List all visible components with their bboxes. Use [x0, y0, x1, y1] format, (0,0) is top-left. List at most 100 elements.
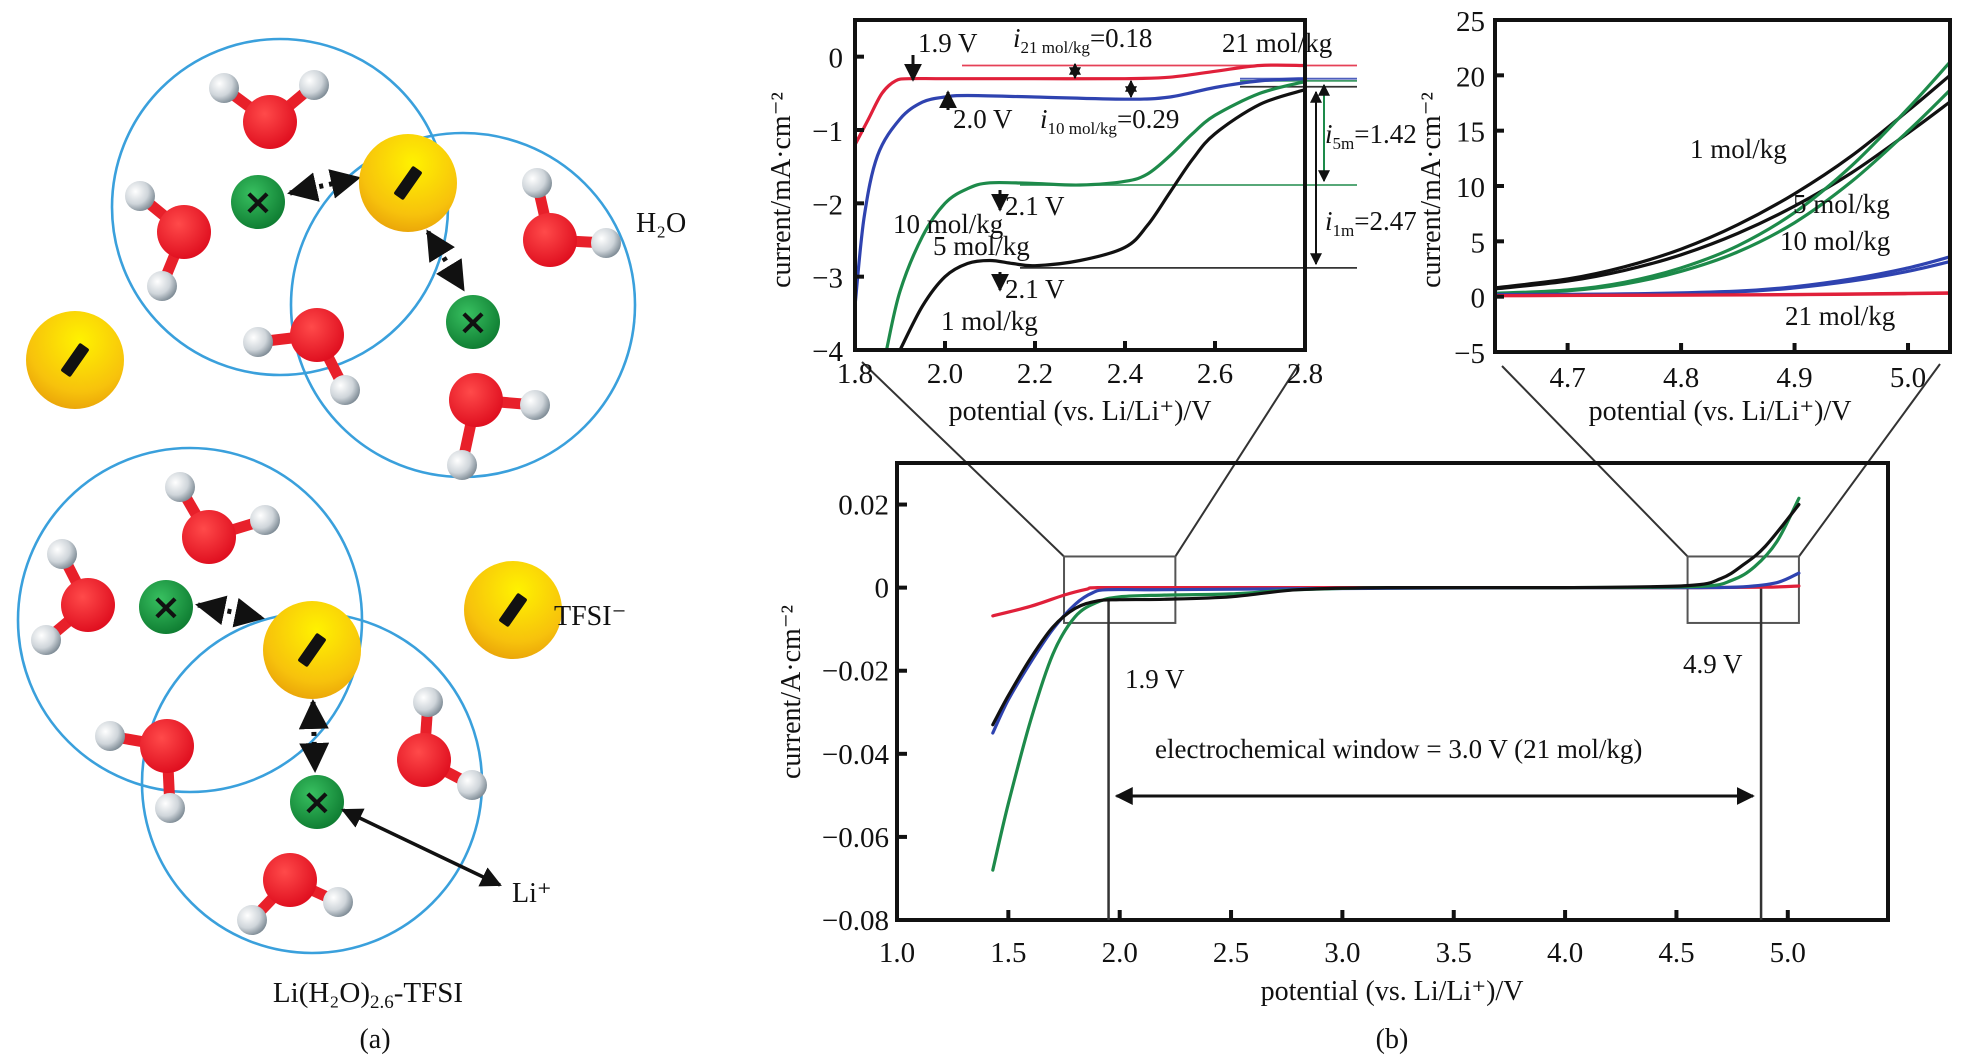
water-molecule-2	[125, 181, 211, 301]
onset-label: 2.1 V	[1005, 274, 1065, 304]
hydrogen-atom	[330, 375, 360, 405]
inset-low-series-1-molkg	[898, 88, 1307, 352]
right-limit-label: 4.9 V	[1683, 649, 1743, 679]
tfsi-anion-1	[359, 134, 457, 232]
series-5-molkg	[991, 496, 1801, 872]
oxygen-atom	[263, 853, 317, 907]
hydrogen-atom	[209, 73, 239, 103]
oxygen-atom	[449, 373, 503, 427]
y-axis-title: current/mA·cm⁻²	[766, 92, 797, 288]
current-subscript: 1m	[1333, 221, 1355, 240]
interaction-arrow-1	[287, 169, 361, 202]
water-molecule-3	[243, 308, 360, 405]
current-symbol: i	[1325, 119, 1333, 149]
x-tick-label: 5.0	[1770, 937, 1806, 969]
x-tick-label: 4.5	[1658, 937, 1694, 969]
current-value: =2.47	[1354, 206, 1416, 236]
zoom-connector	[861, 361, 1065, 558]
x-tick-label: 4.0	[1547, 937, 1583, 969]
panel-a-caption: Li(H₂O)2.6-TFSI	[273, 977, 463, 1013]
li-label: Li⁺	[512, 878, 552, 909]
oxygen-atom	[140, 719, 194, 773]
x-tick-label: 3.5	[1436, 937, 1472, 969]
y-tick-label: 0	[829, 43, 844, 75]
panel-a-label: (a)	[359, 1024, 390, 1055]
y-tick-label: 0	[875, 573, 890, 605]
series-label-1: 1 mol/kg	[941, 306, 1038, 336]
x-tick-label: 1.8	[837, 358, 873, 390]
y-tick-label: −0.06	[822, 822, 889, 854]
tfsi-anion-3	[263, 601, 361, 699]
oxygen-atom	[182, 510, 236, 564]
inset-low-series-5-molkg	[884, 80, 1307, 352]
minus-sign-icon	[61, 343, 89, 377]
tfsi-label: TFSI⁻	[554, 601, 626, 632]
tfsi-anion-4	[464, 561, 562, 659]
y-tick-label: 5	[1471, 227, 1486, 259]
x-tick-label: 2.4	[1107, 358, 1144, 390]
series-label-1: 1 mol/kg	[1690, 134, 1787, 164]
current-subscript: 21 mol/kg	[1021, 38, 1091, 57]
inset-low-series-10-molkg	[853, 77, 1307, 308]
y-tick-label: −4	[812, 336, 843, 368]
x-tick-label: 2.0	[927, 358, 963, 390]
zoom-connector	[1798, 363, 1941, 558]
x-tick-label: 4.8	[1663, 362, 1699, 394]
plus-sign-icon: ×	[458, 302, 488, 343]
y-tick-label: 0	[1471, 283, 1486, 315]
water-molecule-6	[165, 472, 280, 564]
oxygen-atom	[157, 205, 211, 259]
minus-sign-icon	[298, 633, 326, 667]
minus-sign-icon	[394, 166, 422, 200]
y-tick-label: −0.08	[822, 905, 889, 937]
y-tick-label: −1	[812, 116, 843, 148]
hydrogen-atom	[95, 721, 125, 751]
hydrogen-atom	[323, 887, 353, 917]
tfsi-anion-2	[26, 311, 124, 409]
x-axis-title: potential (vs. Li/Li⁺)/V	[1261, 976, 1524, 1007]
oxygen-atom	[523, 213, 577, 267]
inset-cathodic-chart: 0 −1 −2 −3 −41.8 2.0 2.2 2.4 2.6 2.8 potential (vs…	[766, 18, 1417, 427]
lithium-sphere	[231, 175, 285, 229]
inset-low-series-21-molkg	[853, 63, 1307, 147]
lithium-sphere	[446, 295, 500, 349]
hydrogen-atom	[522, 168, 552, 198]
oxygen-atom	[290, 308, 344, 362]
lithium-ion-1: ×	[231, 175, 285, 229]
current-value: =0.18	[1090, 23, 1152, 53]
caption-tail: -TFSI	[394, 977, 463, 1009]
water-molecule-7	[31, 539, 115, 655]
x-tick-label: 1.0	[879, 937, 915, 969]
hydrogen-atom	[237, 905, 267, 935]
y-tick-label: −5	[1454, 338, 1485, 370]
y-tick-label: 25	[1456, 6, 1485, 38]
current-symbol: i	[1013, 23, 1021, 53]
hydrogen-atom	[31, 625, 61, 655]
current-subscript: 5m	[1333, 134, 1355, 153]
hydrogen-atom	[243, 327, 273, 357]
x-tick-label: 2.8	[1287, 358, 1323, 390]
x-tick-label: 2.0	[1102, 937, 1138, 969]
hydrogen-atom	[250, 505, 280, 535]
caption-main: Li(H₂O)	[273, 977, 370, 1009]
hydrogen-atom	[457, 770, 487, 800]
hydrogen-atom	[413, 687, 443, 717]
inset-anodic-chart: 25 20 15 10 5 0 −5 4.7 4.8 4.9 5.0 potential (vs. L…	[1416, 6, 1952, 427]
interaction-arrow-3	[195, 595, 265, 628]
zoom-connector	[1174, 363, 1300, 558]
hydrogen-atom	[447, 450, 477, 480]
plus-sign-icon: ×	[151, 587, 181, 628]
inset-high-return-5-molkg	[1493, 88, 1952, 296]
h2o-label: H₂O	[636, 208, 686, 239]
inset-high-return-21-molkg	[1493, 291, 1952, 298]
water-molecule-10	[237, 853, 353, 935]
current-diff-10: i10 mol/kg=0.29	[1040, 104, 1179, 138]
plus-sign-icon: ×	[302, 782, 332, 823]
hydrogen-atom	[591, 228, 621, 258]
onset-label: 2.0 V	[953, 104, 1013, 134]
water-molecule-5	[447, 373, 550, 480]
y-tick-label: −2	[812, 189, 843, 221]
x-tick-label: 2.6	[1197, 358, 1233, 390]
oxygen-atom	[397, 733, 451, 787]
